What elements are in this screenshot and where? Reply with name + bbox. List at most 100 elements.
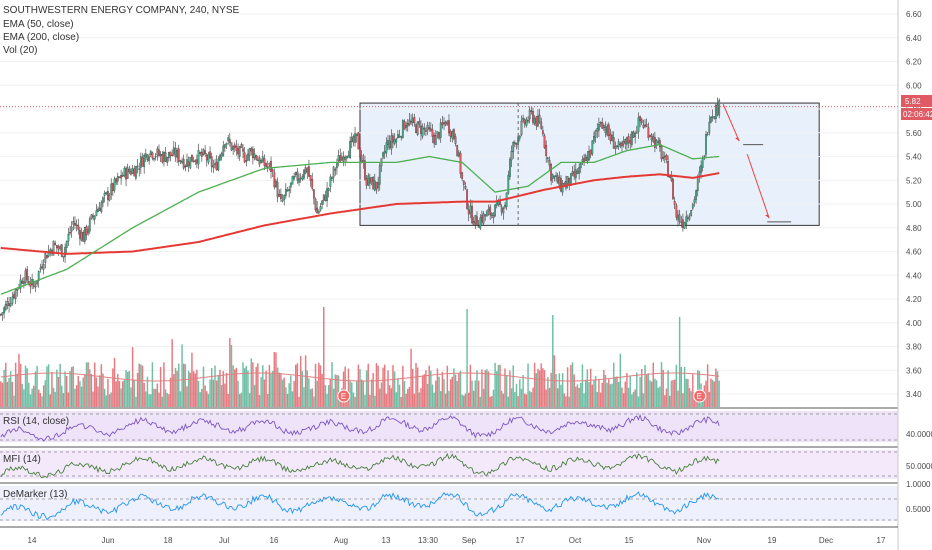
candle-body [420,125,422,134]
price-tick-label: 4.60 [906,248,922,257]
volume-bar [407,388,409,407]
ema200-legend[interactable]: EMA (200, close) [3,32,79,43]
candle-body [156,148,159,156]
candle-body [476,216,478,226]
volume-bar [176,370,178,407]
candle-body [161,153,164,163]
candle-body [444,122,447,126]
volume-bar [238,394,241,407]
volume-bar [464,393,467,407]
candle-body [6,301,9,306]
candle-body [527,120,529,122]
demarker-label[interactable]: DeMarker (13) [3,489,67,500]
candle-body [467,209,470,215]
volume-bar [154,388,157,407]
candle-body [429,128,432,131]
volume-bar [102,373,104,407]
candle-body [111,183,114,192]
chart-symbol-title[interactable]: SOUTHWESTERN ENERGY COMPANY, 240, NYSE [3,5,239,16]
volume-bar [5,362,7,407]
last-price-badge [901,95,932,107]
candle-body [601,121,604,129]
volume-bar [288,383,290,407]
candle-body [321,200,323,205]
volume-bar [550,372,552,407]
candle-body [136,165,139,168]
volume-bar [196,369,198,407]
volume-bar [337,375,340,407]
candle-body [718,100,721,116]
mfi-label[interactable]: MFI (14) [3,454,41,465]
candle-body [426,124,429,131]
volume-bar [637,396,640,407]
candle-body [548,159,551,166]
volume-bar [499,364,501,407]
candle-body [665,154,668,161]
price-tick-label: 5.20 [906,176,922,185]
candle-body [256,159,259,162]
time-tick-label: 13 [382,536,391,545]
candle-body [532,111,534,123]
price-tick-label: 5.40 [906,153,922,162]
candle-body [113,178,116,191]
volume-bar [444,393,447,407]
price-axis[interactable]: 6.606.406.206.005.805.605.405.205.004.80… [897,0,922,550]
volume-bar [46,366,48,407]
candle-body [13,294,15,298]
candle-body [144,153,147,158]
candle-body [47,250,50,257]
volume-bar [349,381,351,407]
candle-body [714,105,717,119]
mfi-line [0,452,720,479]
volume-bar [169,377,172,407]
volume-legend[interactable]: Vol (20) [3,45,37,56]
candle-body [308,166,310,177]
volume-bar [92,391,94,407]
candle-body [64,247,66,257]
candle-body [92,215,94,218]
volume-bar [426,383,429,407]
candle-body [454,136,457,144]
candle-body [164,152,167,162]
volume-bar [463,395,465,407]
volume-bar [649,380,651,407]
candle-body [121,174,124,177]
rsi-tick-label: 40.0000 [906,430,932,439]
candle-body [390,135,393,150]
candle-body [252,148,254,159]
volume-bar [652,362,655,407]
candle-body [65,241,68,248]
volume-bar [217,375,220,407]
rsi-label[interactable]: RSI (14, close) [3,416,69,427]
time-axis[interactable]: 14 Jun 18 Jul 16 Aug 13 13:30 Sep 17 Oct 15 Nov 19 Dec… [0,526,898,545]
volume-bar [344,366,346,407]
volume-bar [201,388,203,407]
candle-body [1,312,4,315]
price-tick-label: 6.60 [906,10,922,19]
candle-body [72,221,75,225]
candle-body [340,156,343,161]
candle-body [509,159,511,177]
volume-bar [446,365,449,407]
ema50-legend[interactable]: EMA (50, close) [3,19,74,30]
candle-body [507,174,510,194]
candle-body [205,155,208,161]
candle-body [227,137,230,142]
volume-bar [164,389,167,407]
volume-bar [436,368,439,407]
candle-body [215,162,218,171]
volume-bar [133,379,136,407]
candle-body [626,137,628,145]
volume-bar [644,365,646,407]
volume-bar [303,387,305,407]
candle-body [462,180,465,185]
volume-bar [469,364,472,407]
volume-bar [571,362,574,407]
volume-bar [492,389,495,407]
volume-bar [403,381,406,407]
volume-bar [90,373,93,407]
candle-body [235,146,238,151]
volume-bar [517,396,519,407]
candle-body [667,161,669,178]
